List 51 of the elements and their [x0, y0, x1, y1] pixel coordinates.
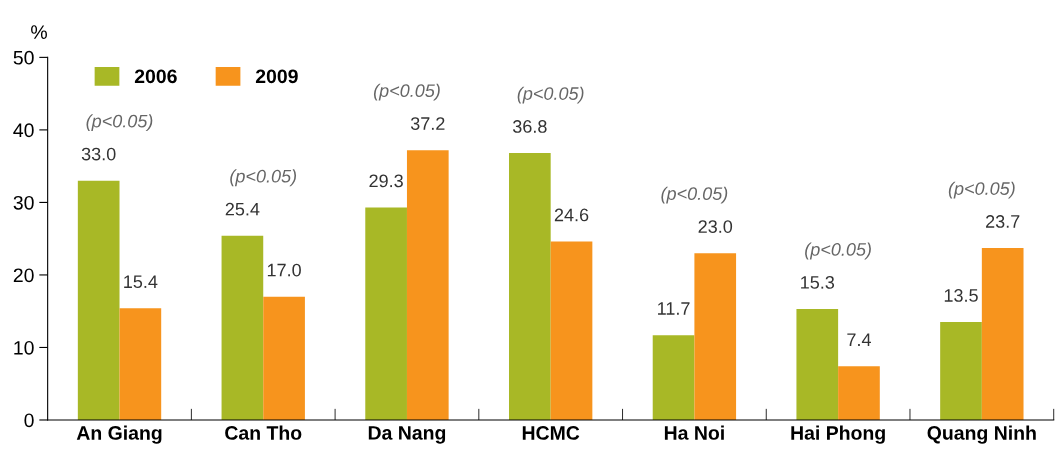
data-label: 13.5	[944, 289, 978, 302]
y-axis-title: %	[31, 25, 47, 39]
annotation: (p<0.05)	[517, 86, 584, 104]
bar	[694, 253, 737, 420]
data-label: 23.7	[986, 215, 1020, 228]
x-tick-label: Hai Phong	[791, 425, 885, 444]
y-tick-label: 0	[24, 413, 34, 428]
bar	[509, 153, 551, 420]
bar	[221, 235, 264, 420]
annotation: (p<0.05)	[373, 83, 440, 101]
y-tick-label: 50	[13, 50, 34, 65]
legend-label: 2009	[255, 69, 298, 84]
annotation: (p<0.05)	[230, 169, 297, 187]
bar	[263, 296, 305, 420]
y-tick-label: 10	[14, 340, 34, 355]
data-label: 24.6	[554, 208, 589, 222]
bar	[981, 248, 1024, 420]
x-tick-label: Ha Noi	[664, 425, 724, 440]
bar	[838, 366, 880, 420]
data-label: 29.3	[369, 174, 403, 188]
data-label: 11.7	[658, 302, 690, 315]
data-label: 36.8	[512, 120, 547, 133]
y-tick-label: 20	[13, 268, 34, 283]
annotation: (p<0.05)	[86, 114, 153, 132]
bar	[940, 322, 982, 420]
y-tick-label: 30	[13, 195, 34, 210]
data-label: 15.3	[801, 276, 835, 289]
data-label: 7.4	[847, 333, 871, 346]
annotation: (p<0.05)	[661, 186, 728, 204]
bar	[119, 308, 162, 420]
data-label: 33.0	[81, 147, 116, 161]
data-label: 15.4	[124, 275, 158, 289]
x-tick-label: HCMC	[522, 426, 580, 440]
x-tick-label: Can Tho	[225, 425, 302, 440]
x-tick-label: An Giang	[76, 425, 162, 444]
legend-label: 2006	[134, 69, 177, 84]
data-label: 25.4	[225, 202, 260, 216]
bar	[365, 207, 407, 420]
annotation: (p<0.05)	[805, 242, 871, 260]
data-label: 37.2	[410, 117, 445, 130]
bar	[652, 335, 695, 420]
data-label: 23.0	[698, 220, 733, 233]
bar	[406, 150, 449, 420]
bar	[796, 309, 839, 420]
annotation: (p<0.05)	[948, 181, 1015, 199]
bar	[550, 241, 593, 420]
bar	[77, 180, 120, 420]
x-tick-label: Quang Ninh	[927, 425, 1036, 444]
y-tick-label: 40	[13, 123, 34, 138]
x-tick-label: Da Nang	[368, 426, 446, 444]
data-label: 17.0	[267, 263, 301, 277]
